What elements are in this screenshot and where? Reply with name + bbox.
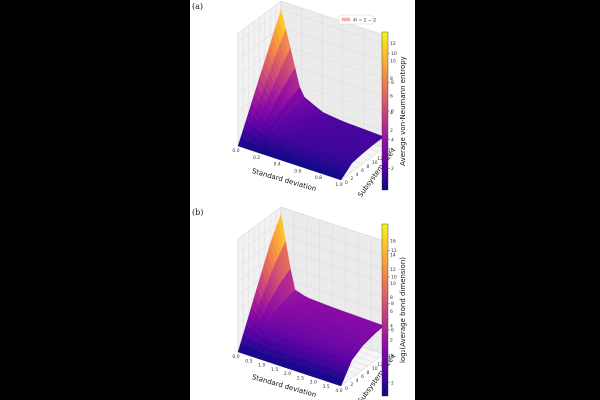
x-tick-label: 1.0: [335, 182, 342, 188]
x-tick-label: 4.0: [335, 388, 342, 394]
legend-swatch: [341, 17, 351, 22]
z-tick-label: 4: [390, 323, 393, 329]
colorbar-tick-label: 6: [391, 109, 394, 115]
legend-box: [338, 14, 374, 25]
y-tick-label: 4: [356, 172, 359, 178]
colorbar-tick-label: 2: [391, 380, 394, 386]
y-tick-label: 6: [361, 168, 364, 174]
colorbar-tick-label: 6: [391, 327, 394, 333]
z-tick-label: 2: [390, 128, 393, 134]
colorbar-tick-label: 12: [391, 248, 397, 254]
x-axis-label: Standard deviation: [251, 167, 317, 193]
y-tick-label: 0: [345, 180, 348, 186]
colorbar-tick-label: 8: [391, 80, 394, 86]
y-tick-label: 4: [356, 378, 359, 384]
y-tick-label: 8: [367, 164, 370, 170]
panel-label: (b): [192, 208, 203, 217]
colorbar-tick-label: 10: [391, 275, 397, 281]
x-tick-label: 0.4: [274, 162, 281, 168]
colorbar-label: log₂(Average bond dimension): [399, 257, 407, 363]
x-tick-label: 0.0: [232, 354, 239, 360]
colorbar: [381, 31, 389, 191]
colorbar: [381, 223, 389, 397]
surface-patch: [336, 377, 344, 387]
x-tick-label: 3.5: [323, 384, 330, 390]
x-tick-label: 0.2: [253, 155, 260, 161]
y-tick-label: 16: [388, 354, 394, 360]
z-tick-label: 10: [390, 281, 396, 287]
x-tick-label: 1.0: [258, 363, 265, 369]
z-tick-label: 16: [390, 239, 396, 245]
z-tick-label: 14: [390, 253, 396, 259]
y-tick-label: 10: [372, 366, 378, 372]
colorbar-label: Average von-Neumann entropy: [399, 56, 407, 166]
z-tick-label: 6: [390, 93, 393, 99]
panel-label: (a): [192, 2, 203, 11]
surface-patch: [336, 174, 344, 181]
z-tick-label: 8: [390, 76, 393, 82]
z-tick-label: 8: [390, 295, 393, 301]
z-tick-label: 10: [390, 59, 396, 65]
figure-canvas: 0.00.20.40.60.81.0024681012141624681012S…: [192, 0, 407, 400]
x-tick-label: 0.8: [315, 175, 322, 181]
z-tick-label: 12: [390, 267, 396, 273]
colorbar-tick-label: 10: [391, 51, 397, 57]
x-tick-label: 2.0: [284, 371, 291, 377]
y-tick-label: 12: [377, 362, 383, 368]
legend-label: 4l = 2 − 2: [353, 18, 376, 24]
z-tick-label: 4: [390, 111, 393, 117]
x-tick-label: 1.5: [271, 367, 278, 373]
x-tick-label: 0.0: [232, 148, 239, 154]
x-tick-label: 0.5: [245, 358, 252, 364]
surface: [237, 213, 385, 387]
z-tick-label: 6: [390, 309, 393, 315]
x-tick-label: 0.6: [294, 168, 301, 174]
x-tick-label: 2.5: [297, 375, 304, 381]
colorbar-tick-label: 2: [391, 166, 394, 172]
legend: 4l = 2 − 2: [338, 14, 376, 25]
figure-page: 0.00.20.40.60.81.0024681012141624681012S…: [190, 0, 415, 400]
chart-panel-b: 0.00.51.01.52.02.53.03.54.00246810121416…: [192, 206, 407, 400]
y-tick-label: 16: [388, 148, 394, 154]
y-tick-label: 2: [350, 382, 353, 388]
z-tick-label: 2: [390, 337, 393, 343]
z-tick-label: 12: [390, 41, 396, 47]
colorbar-tick-label: 4: [391, 354, 394, 360]
y-tick-label: 12: [377, 156, 383, 162]
y-tick-label: 10: [372, 160, 378, 166]
y-tick-label: 2: [350, 176, 353, 182]
x-tick-label: 3.0: [310, 380, 317, 386]
colorbar-tick-label: 4: [391, 137, 394, 143]
chart-panel-a: 0.00.20.40.60.81.0024681012141624681012S…: [192, 0, 407, 199]
y-tick-label: 6: [361, 374, 364, 380]
y-tick-label: 0: [345, 386, 348, 392]
surface: [237, 9, 385, 181]
y-tick-label: 8: [367, 370, 370, 376]
colorbar-tick-label: 8: [391, 301, 394, 307]
